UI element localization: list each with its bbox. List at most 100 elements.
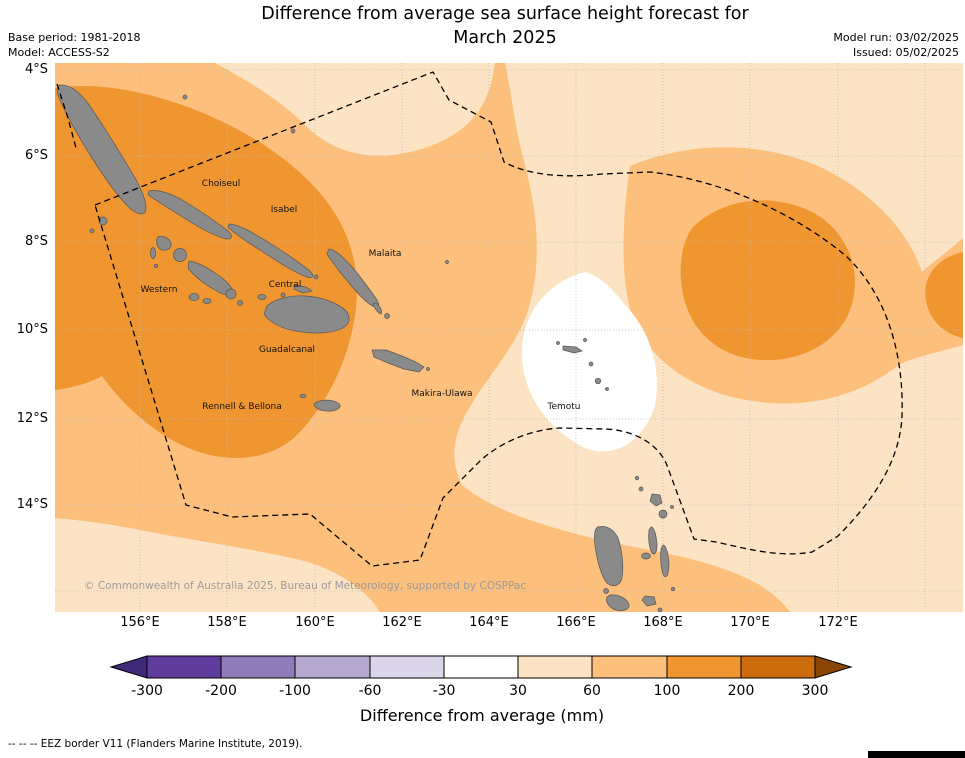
- island-vella-lavella: [156, 236, 172, 251]
- island-treasury: [89, 228, 95, 234]
- island-san-jorge: [313, 274, 319, 280]
- island-bougainville: [56, 84, 147, 215]
- sea-surface-height-map: [55, 63, 963, 612]
- lat-tick-12s: 12°S: [16, 411, 48, 426]
- cbar-tick-300: 300: [801, 683, 829, 699]
- issued-text: Issued: 05/02/2025: [852, 46, 959, 59]
- island-tetepare: [202, 298, 212, 304]
- colorbar-seg-neg100: [294, 655, 371, 679]
- colorbar-seg-100: [666, 655, 742, 679]
- model-metadata-left: Base period: 1981-2018 Model: ACCESS-S2: [8, 30, 140, 60]
- island-torres-1: [634, 475, 640, 481]
- island-ulawa: [384, 313, 390, 319]
- island-bellona: [299, 393, 307, 399]
- lon-tick-172e: 172°E: [818, 615, 858, 630]
- model-text: Model: ACCESS-S2: [8, 46, 110, 59]
- island-shortland: [98, 216, 108, 226]
- title-line-2: March 2025: [453, 28, 557, 48]
- cbar-tick-100: 100: [653, 683, 681, 699]
- island-mota: [670, 505, 674, 509]
- eez-legend-note: -- -- -- EEZ border V11 (Flanders Marine…: [8, 738, 303, 750]
- lat-tick-6s: 6°S: [24, 148, 48, 163]
- island-simbo: [153, 263, 159, 269]
- contour-band-neg30-30-temotu: [521, 272, 657, 452]
- lat-tick-14s: 14°S: [16, 497, 48, 512]
- province-label-rennell-bellona: Rennell & Bellona: [202, 402, 282, 412]
- colorbar-seg-neg30: [443, 655, 519, 679]
- province-label-isabel: Isabel: [270, 205, 298, 215]
- title-line-1: Difference from average sea surface heig…: [261, 4, 749, 24]
- colorbar-seg-neg60: [369, 655, 445, 679]
- bottom-right-bar: [868, 751, 965, 758]
- model-run-text: Model run: 03/02/2025: [833, 31, 959, 44]
- colorbar-seg-neg300: [146, 655, 222, 679]
- cbar-tick-200: 200: [727, 683, 755, 699]
- island-rendova: [188, 293, 200, 301]
- island-malo: [603, 588, 609, 594]
- island-russell: [257, 294, 267, 300]
- island-ambae: [641, 552, 651, 560]
- island-vangunu: [225, 288, 237, 300]
- island-malakula: [606, 594, 630, 611]
- lon-tick-160e: 160°E: [295, 615, 335, 630]
- island-florida: [293, 284, 313, 294]
- island-maewo: [648, 526, 658, 555]
- island-ranongga: [150, 247, 156, 259]
- cbar-tick-neg30: -30: [432, 683, 456, 699]
- island-santa-isabel: [227, 223, 314, 278]
- island-choiseul: [147, 190, 232, 240]
- islands: [56, 84, 676, 612]
- island-guadalcanal: [263, 295, 350, 334]
- island-vanikoro: [594, 377, 602, 385]
- cbar-tick-neg200: -200: [205, 683, 237, 699]
- island-makira: [371, 349, 425, 373]
- island-utupua: [588, 361, 594, 367]
- contour-band-100-200-east: [680, 200, 855, 361]
- island-green-island: [182, 94, 188, 100]
- province-label-temotu: Temotu: [547, 402, 581, 412]
- model-metadata-right: Model run: 03/02/2025 Issued: 05/02/2025: [833, 30, 959, 60]
- island-vanua-lava: [649, 493, 663, 507]
- cbar-tick-neg100: -100: [279, 683, 311, 699]
- lat-tick-8s: 8°S: [24, 234, 48, 249]
- colorbar-seg-200: [740, 655, 816, 679]
- colorbar-seg-60: [591, 655, 668, 679]
- base-period-text: Base period: 1981-2018: [8, 31, 141, 44]
- island-sikaiana: [445, 260, 449, 264]
- island-kolombangara: [173, 248, 187, 262]
- province-label-malaita: Malaita: [368, 249, 402, 259]
- lat-tick-10s: 10°S: [16, 322, 48, 337]
- island-espiritu-santo: [594, 526, 624, 587]
- colorbar-arrow-right: [814, 655, 853, 679]
- cbar-tick-60: 60: [583, 683, 601, 699]
- province-label-western: Western: [140, 285, 178, 295]
- colorbar-arrow-left: [109, 655, 148, 679]
- island-savo: [280, 292, 286, 298]
- province-label-central: Central: [268, 280, 302, 290]
- lon-tick-170e: 170°E: [730, 615, 770, 630]
- colorbar: [109, 655, 853, 679]
- province-label-guadalcanal: Guadalcanal: [258, 345, 316, 355]
- cbar-tick-neg60: -60: [358, 683, 382, 699]
- island-maramasike: [372, 302, 382, 315]
- island-reef-islands: [583, 338, 587, 342]
- island-tikopia: [605, 387, 609, 391]
- lon-tick-156e: 156°E: [120, 615, 160, 630]
- island-torres-2: [638, 486, 644, 492]
- island-ontong-java: [290, 128, 296, 134]
- page-title: Difference from average sea surface heig…: [45, 2, 965, 50]
- island-aoba-islet: [670, 586, 676, 592]
- island-santa-ana: [426, 367, 430, 371]
- island-gatokae: [237, 300, 243, 306]
- lon-tick-164e: 164°E: [469, 615, 509, 630]
- province-label-choiseul: Choiseul: [201, 179, 241, 189]
- island-temotu-islet: [556, 341, 560, 345]
- lon-tick-162e: 162°E: [382, 615, 422, 630]
- island-gaua: [658, 509, 668, 519]
- lon-tick-166e: 166°E: [556, 615, 596, 630]
- island-rennell: [313, 399, 341, 412]
- cbar-tick-30: 30: [509, 683, 527, 699]
- colorbar-seg-30: [517, 655, 593, 679]
- cbar-tick-neg300: -300: [131, 683, 163, 699]
